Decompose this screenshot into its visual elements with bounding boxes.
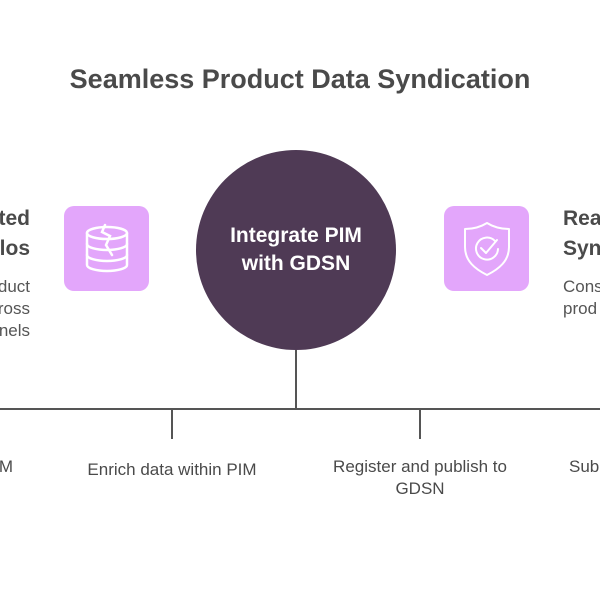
left-block: ted los duct ross nels: [0, 204, 30, 342]
left-title-2: los: [0, 237, 30, 260]
left-desc-1: duct: [0, 277, 30, 296]
center-node: Integrate PIM with GDSN: [196, 150, 396, 350]
center-line-1: Integrate PIM: [230, 224, 362, 247]
timeline-tick: [171, 410, 173, 439]
right-block: Rea Syn Cons prod: [563, 204, 600, 320]
right-title-2: Syn: [563, 237, 600, 260]
diagram-title: Seamless Product Data Syndication: [69, 64, 531, 94]
timeline-line: [0, 408, 600, 410]
left-title-1: ted: [0, 207, 30, 230]
timeline-tick: [419, 410, 421, 439]
cracked-database-icon: [64, 206, 149, 291]
connector-vertical: [295, 350, 297, 410]
step-1: M: [0, 457, 13, 476]
right-desc-2: prod: [563, 299, 598, 318]
center-line-2: with GDSN: [241, 252, 351, 275]
shield-check-icon: [444, 206, 529, 291]
step-3: Register and publish to GDSN: [333, 457, 507, 498]
right-desc-1: Cons: [563, 277, 600, 296]
right-title-1: Rea: [563, 207, 600, 230]
step-4: Sub: [569, 457, 600, 476]
left-desc-2: ross: [0, 299, 30, 318]
left-desc-3: nels: [0, 321, 30, 340]
step-2: Enrich data within PIM: [87, 460, 257, 479]
